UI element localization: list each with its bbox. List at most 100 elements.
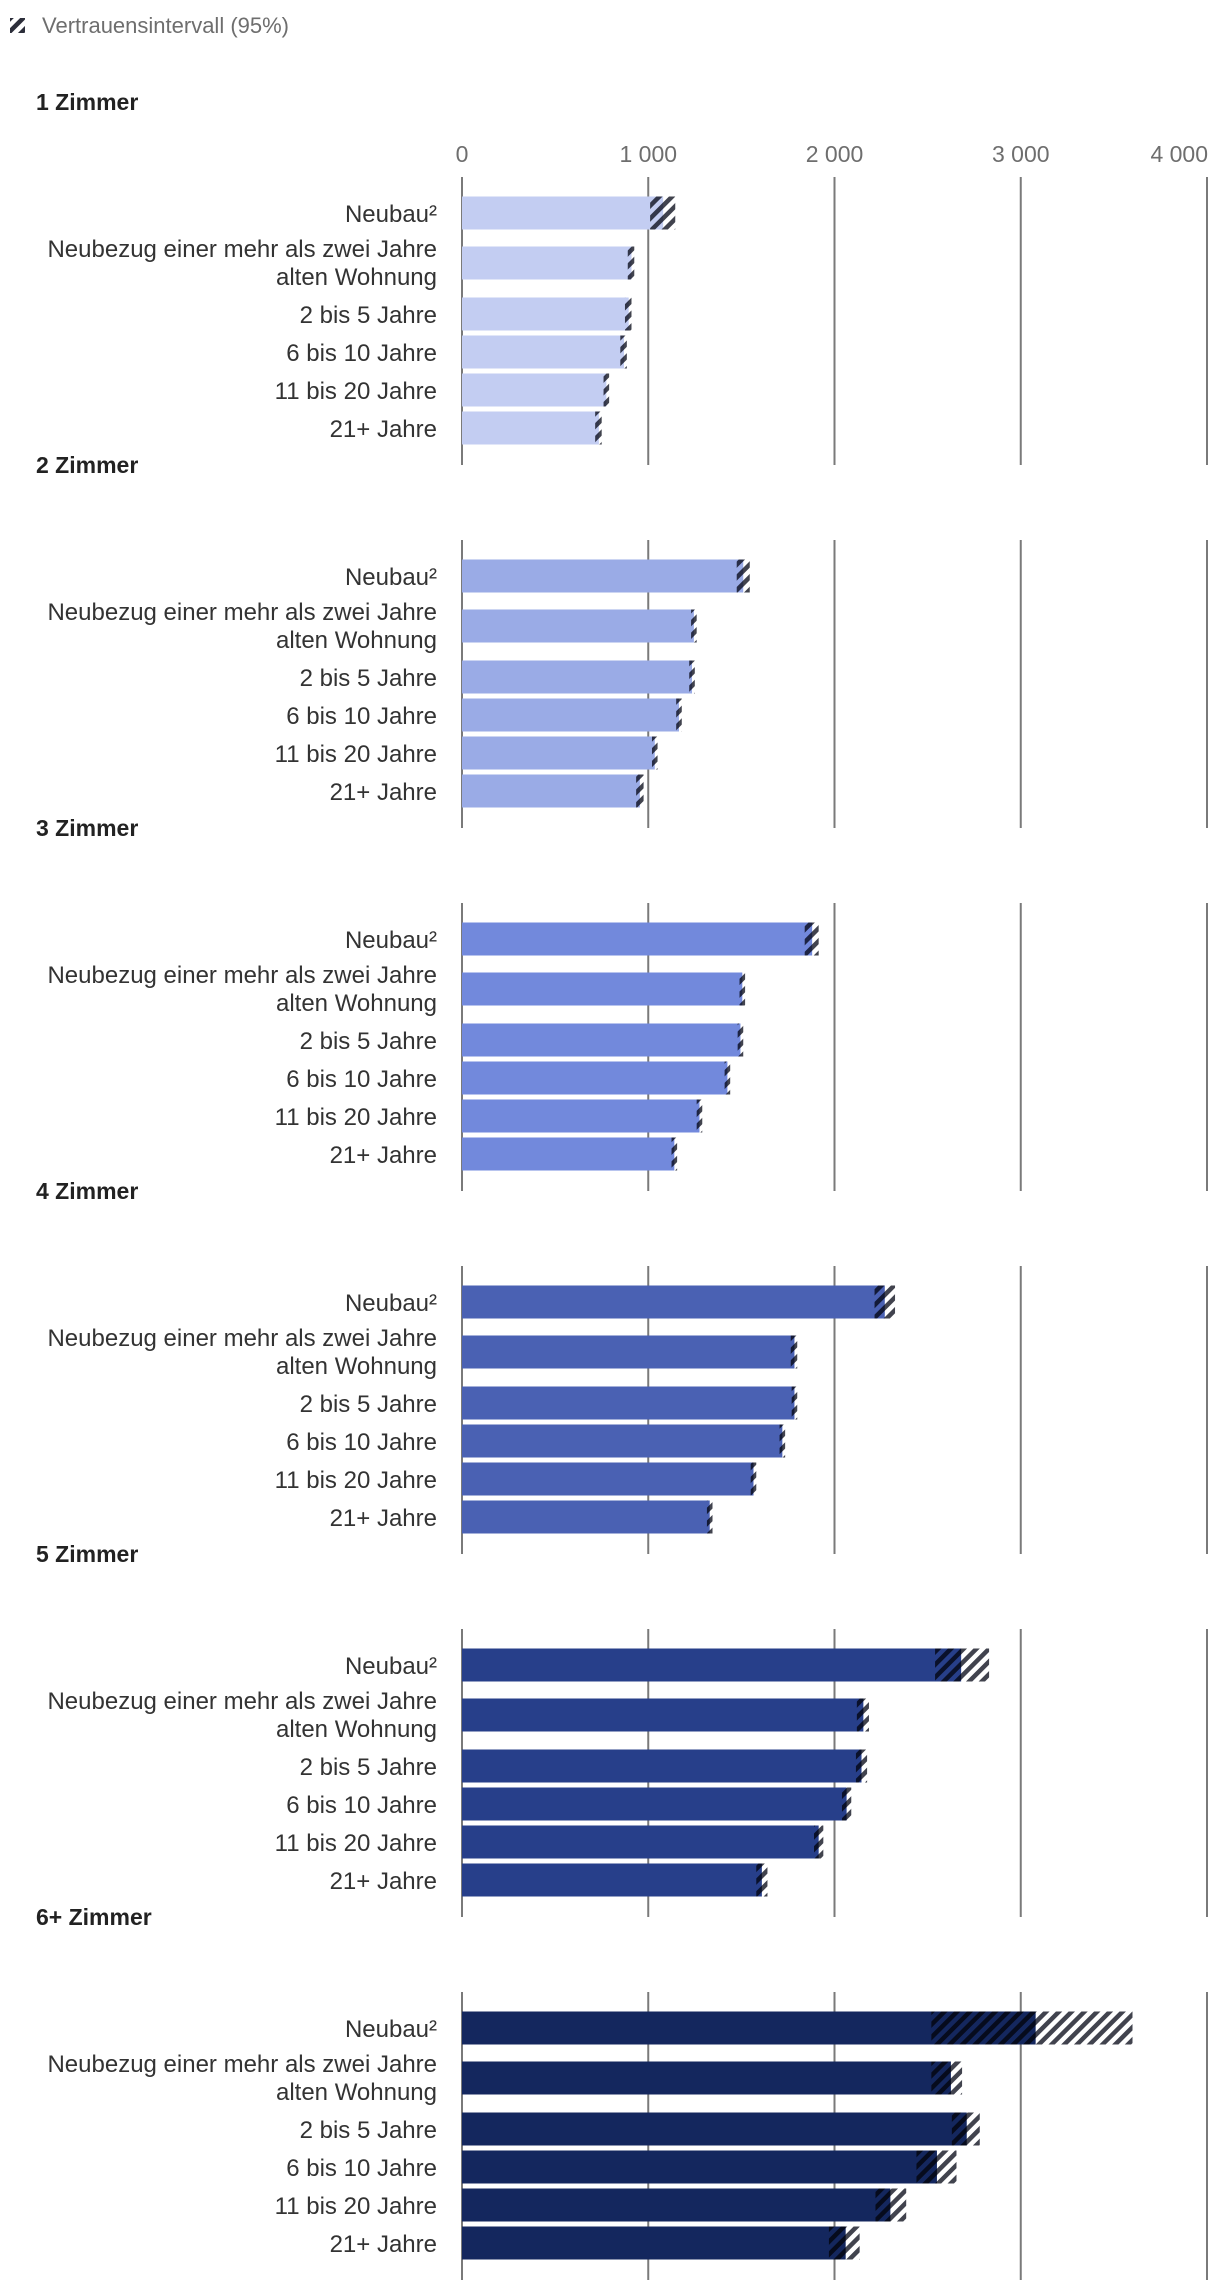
panel: 4 Zimmer Neubau² Neubezug einer mehr als z… bbox=[36, 1178, 1208, 1554]
bar bbox=[462, 335, 625, 369]
category-label: Neubau² bbox=[345, 564, 437, 591]
bar bbox=[462, 1698, 864, 1732]
x-tick-label: 3 000 bbox=[992, 141, 1050, 167]
category-label: Neubezug einer mehr als zwei Jahre bbox=[47, 1325, 437, 1352]
confidence-interval bbox=[620, 335, 627, 369]
category-label: 11 bis 20 Jahre bbox=[275, 1104, 437, 1131]
confidence-interval bbox=[931, 2061, 963, 2095]
x-tick-label: 4 000 bbox=[1150, 141, 1208, 167]
category-label: Neubezug einer mehr als zwei Jahre bbox=[47, 599, 437, 626]
category-label: 11 bis 20 Jahre bbox=[275, 741, 437, 768]
confidence-interval bbox=[814, 1825, 824, 1859]
category-label: 6 bis 10 Jahre bbox=[286, 1792, 437, 1819]
panel: 5 Zimmer Neubau² Neubezug einer mehr als z… bbox=[36, 1541, 1208, 1917]
bar bbox=[462, 411, 599, 445]
category-label: Neubau² bbox=[345, 2016, 437, 2043]
category-label: alten Wohnung bbox=[276, 264, 437, 291]
category-label: 2 bis 5 Jahre bbox=[300, 1391, 437, 1418]
bar bbox=[462, 1285, 885, 1319]
category-label: Neubau² bbox=[345, 1290, 437, 1317]
bar bbox=[462, 609, 694, 643]
category-label: Neubezug einer mehr als zwei Jahre bbox=[47, 236, 437, 263]
confidence-interval bbox=[650, 196, 676, 230]
bar bbox=[462, 1386, 795, 1420]
category-label: 2 bis 5 Jahre bbox=[300, 1028, 437, 1055]
confidence-interval bbox=[855, 1749, 868, 1783]
category-label: alten Wohnung bbox=[276, 627, 437, 654]
category-label: 21+ Jahre bbox=[330, 1505, 437, 1532]
panel: 2 Zimmer Neubau² Neubezug einer mehr als z… bbox=[36, 452, 1208, 828]
panel-title: 2 Zimmer bbox=[36, 452, 138, 478]
category-label: 21+ Jahre bbox=[330, 1868, 437, 1895]
x-tick-label: 2 000 bbox=[806, 141, 864, 167]
confidence-interval bbox=[595, 411, 602, 445]
panel: 1 Zimmer 0 1 000 2 000 3 000 4 000 Neubau² Neub… bbox=[36, 89, 1208, 465]
panel-title: 3 Zimmer bbox=[36, 815, 138, 841]
bar bbox=[462, 1749, 862, 1783]
category-label: 21+ Jahre bbox=[330, 416, 437, 443]
confidence-interval bbox=[689, 660, 695, 694]
bar bbox=[462, 774, 640, 808]
category-label: Neubezug einer mehr als zwei Jahre bbox=[47, 962, 437, 989]
panels: 1 Zimmer 0 1 000 2 000 3 000 4 000 Neubau² Neub… bbox=[36, 89, 1208, 2280]
category-label: Neubezug einer mehr als zwei Jahre bbox=[47, 1688, 437, 1715]
confidence-interval bbox=[624, 297, 632, 331]
category-label: 11 bis 20 Jahre bbox=[275, 2193, 437, 2220]
bar bbox=[462, 698, 679, 732]
x-tick-label: 1 000 bbox=[619, 141, 677, 167]
category-label: alten Wohnung bbox=[276, 1716, 437, 1743]
legend-label: Vertrauensintervall (95%) bbox=[42, 13, 289, 38]
confidence-interval bbox=[790, 1335, 798, 1369]
confidence-interval bbox=[603, 373, 610, 407]
category-label: 6 bis 10 Jahre bbox=[286, 703, 437, 730]
confidence-interval bbox=[951, 2112, 980, 2146]
panel-title: 1 Zimmer bbox=[36, 89, 138, 115]
confidence-interval bbox=[636, 774, 644, 808]
category-label: 6 bis 10 Jahre bbox=[286, 1066, 437, 1093]
bar bbox=[462, 1863, 762, 1897]
bar bbox=[462, 297, 629, 331]
category-label: 11 bis 20 Jahre bbox=[275, 1467, 437, 1494]
bar bbox=[462, 972, 743, 1006]
bar bbox=[462, 1099, 700, 1133]
category-label: 2 bis 5 Jahre bbox=[300, 665, 437, 692]
category-label: alten Wohnung bbox=[276, 2079, 437, 2106]
bar bbox=[462, 1061, 728, 1095]
confidence-interval bbox=[874, 1285, 896, 1319]
confidence-interval bbox=[791, 1386, 798, 1420]
legend: Vertrauensintervall (95%) bbox=[10, 13, 289, 38]
confidence-interval bbox=[804, 922, 819, 956]
category-label: Neubau² bbox=[345, 201, 437, 228]
confidence-interval bbox=[756, 1863, 768, 1897]
category-label: Neubezug einer mehr als zwei Jahre bbox=[47, 2051, 437, 2078]
bar bbox=[462, 1335, 795, 1369]
category-label: 2 bis 5 Jahre bbox=[300, 302, 437, 329]
confidence-interval bbox=[696, 1099, 703, 1133]
category-label: 6 bis 10 Jahre bbox=[286, 340, 437, 367]
bar bbox=[462, 2112, 967, 2146]
bar bbox=[462, 922, 813, 956]
panel: 3 Zimmer Neubau² Neubezug einer mehr als z… bbox=[36, 815, 1208, 1191]
confidence-interval bbox=[724, 1061, 731, 1095]
confidence-interval bbox=[750, 1462, 757, 1496]
bar bbox=[462, 1787, 847, 1821]
category-label: 21+ Jahre bbox=[330, 779, 437, 806]
panel-title: 4 Zimmer bbox=[36, 1178, 138, 1204]
category-label: 11 bis 20 Jahre bbox=[275, 1830, 437, 1857]
panel-title: 5 Zimmer bbox=[36, 1541, 138, 1567]
bar bbox=[462, 2061, 951, 2095]
confidence-interval bbox=[706, 1500, 713, 1534]
confidence-interval bbox=[627, 246, 635, 280]
panel-title: 6+ Zimmer bbox=[36, 1904, 152, 1930]
x-tick-label: 0 bbox=[456, 141, 469, 167]
bar bbox=[462, 196, 664, 230]
confidence-interval bbox=[691, 609, 697, 643]
category-label: alten Wohnung bbox=[276, 1353, 437, 1380]
category-label: 6 bis 10 Jahre bbox=[286, 1429, 437, 1456]
bar bbox=[462, 1137, 675, 1171]
category-label: 2 bis 5 Jahre bbox=[300, 2117, 437, 2144]
category-label: 2 bis 5 Jahre bbox=[300, 1754, 437, 1781]
confidence-interval bbox=[841, 1787, 852, 1821]
confidence-interval bbox=[931, 2011, 1133, 2045]
category-label: Neubau² bbox=[345, 927, 437, 954]
